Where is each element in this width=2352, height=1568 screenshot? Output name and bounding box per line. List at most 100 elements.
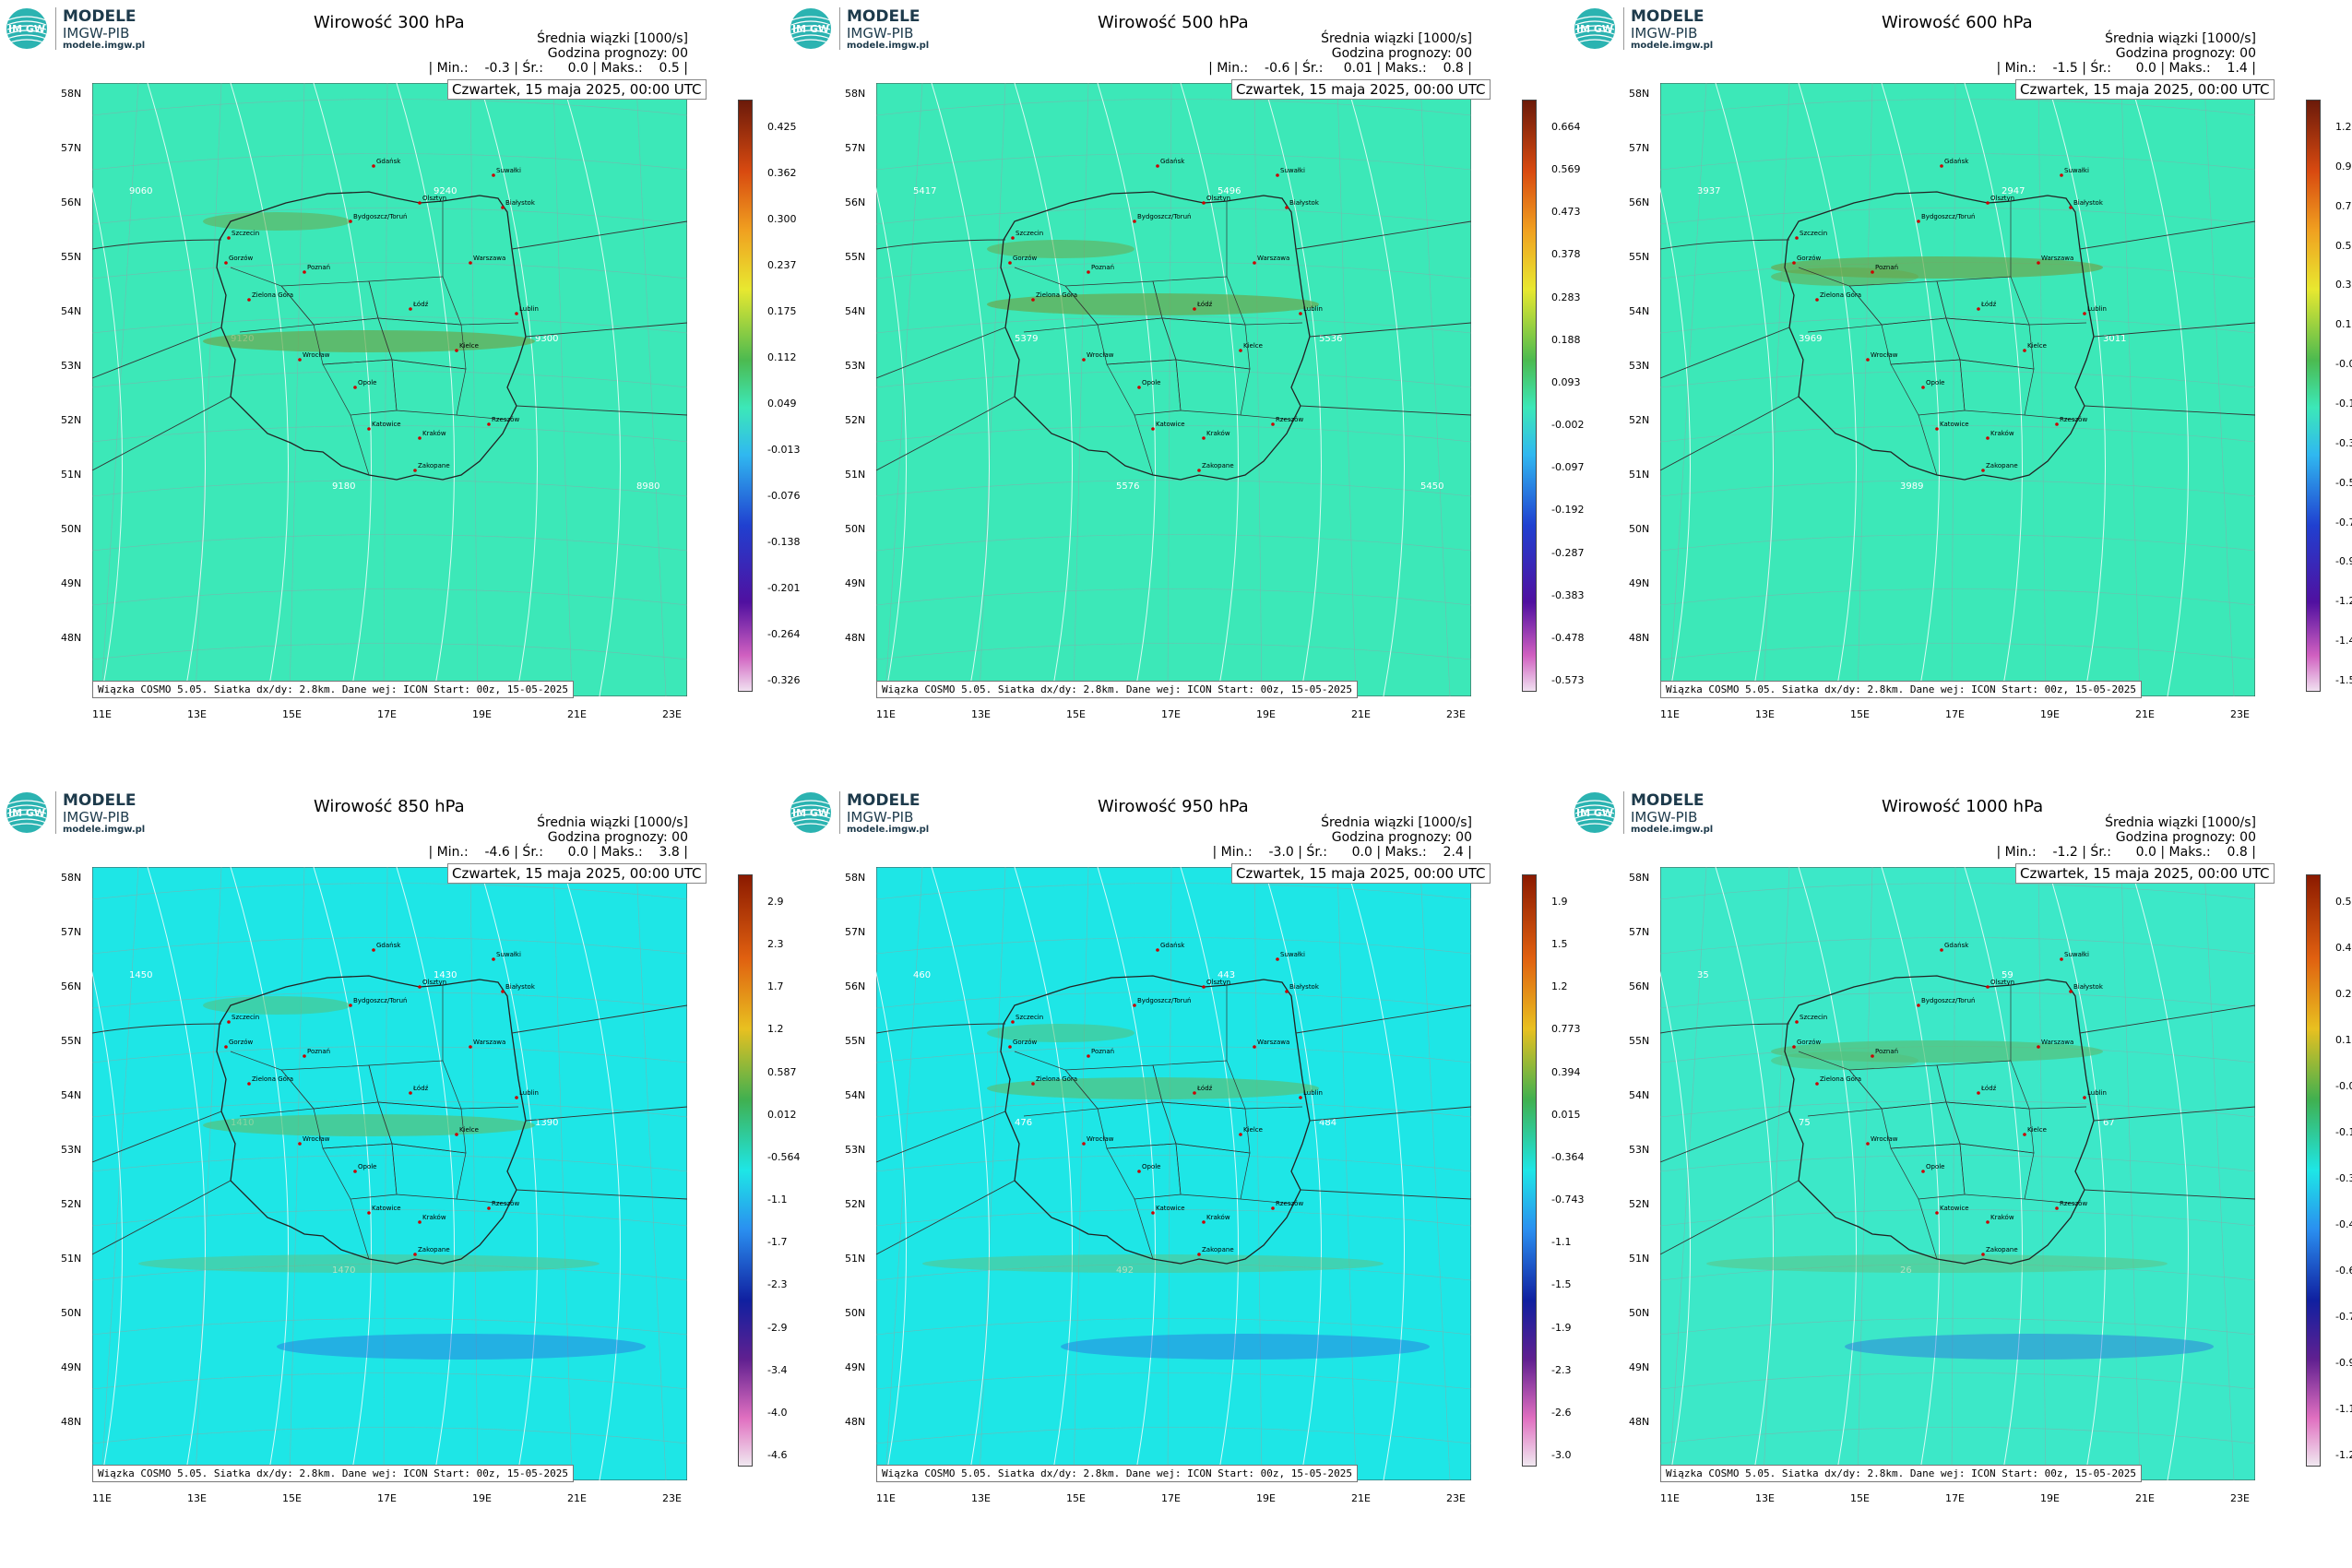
colorbar: [738, 874, 753, 1467]
lon-label: 13E: [971, 708, 991, 720]
info-block: Średnia wiązki [1000/s] Godzina prognozy:…: [537, 815, 688, 845]
lon-label: 21E: [2135, 1492, 2155, 1504]
graticule-lat: [91, 1318, 688, 1336]
graticule-lat: [875, 643, 1472, 660]
colorbar-tick-label: 0.594: [2335, 896, 2352, 908]
city-label: Bydgoszcz/Toruń: [1137, 997, 1191, 1004]
city-label: Szczecin: [232, 230, 259, 237]
lat-label: 55N: [1629, 1035, 1650, 1047]
imgw-logo-text: IM GW: [792, 23, 829, 35]
map-canvas: 3937 3969 3989 2947 3011 Gdańsk Olsztyn Szczeci…: [1632, 82, 2256, 697]
colorbar-tick-label: 0.382: [2335, 279, 2352, 291]
map-canvas: 460476492443484GdańskOlsztynSzczecinBydg…: [848, 866, 1472, 1481]
imgw-logo-mark: IM GW: [6, 792, 47, 833]
graticule-lat: [91, 1209, 688, 1227]
city-dot: [227, 236, 231, 240]
city-label: Kraków: [1206, 430, 1230, 437]
city-label: Lublin: [1303, 305, 1323, 313]
colorbar-tick-label: 0.378: [1551, 248, 1581, 261]
colorbar-tick-label: -1.4: [2335, 635, 2352, 647]
graticule-lat: [1659, 883, 2256, 900]
graticule-lon: [469, 866, 479, 1481]
contour-label: 5536: [1319, 334, 1342, 344]
lat-label: 48N: [845, 1416, 866, 1428]
country-border: [91, 220, 688, 471]
colorbar-tick-label: -0.608: [2335, 1265, 2352, 1277]
graticule-lat: [875, 208, 1472, 225]
lat-label: 53N: [1629, 360, 1650, 372]
city-label: Rzeszów: [492, 1200, 519, 1207]
city-label: Kielce: [2027, 342, 2047, 350]
graticule-lat: [1659, 1427, 2256, 1444]
imgw-logo-mark: IM GW: [1574, 792, 1615, 833]
lat-label: 52N: [61, 1198, 82, 1210]
graticule-lat: [91, 480, 688, 497]
city-label: Łódź: [1980, 1085, 1997, 1092]
logo-url: modele.imgw.pl: [63, 825, 146, 835]
city-dot: [1253, 1045, 1256, 1049]
lat-label: 50N: [1629, 523, 1650, 535]
city-label: Gdańsk: [1160, 942, 1185, 949]
city-label: Olsztyn: [422, 979, 446, 986]
stats-line: | Min.: -1.2 | Śr.: 0.0 | Maks.: 0.8 |: [1996, 845, 2256, 860]
info-line2: Godzina prognozy: 00: [1331, 830, 1472, 845]
city-label: Gorzów: [1013, 1039, 1038, 1046]
lon-label: 15E: [1066, 1492, 1086, 1504]
map-panel-2: IM GW MODELE IMGW-PIB modele.imgw.pl Wirowoś…: [784, 0, 1584, 784]
colorbar-tick-label: -0.775: [2335, 516, 2352, 529]
city-label: Zielona Góra: [252, 291, 293, 299]
graticule-lat: [875, 371, 1472, 388]
colorbar-tick-label: 0.961: [2335, 160, 2352, 172]
colorbar-tick-label: 0.283: [1551, 291, 1581, 303]
graticule-lon: [636, 866, 667, 1481]
model-footer: Wiązka COSMO 5.05. Siatka dx/dy: 2.8km. …: [92, 1465, 574, 1482]
colorbar-tick-label: 0.773: [1551, 1023, 1581, 1036]
graticule-lat: [875, 1372, 1472, 1390]
city-dot: [1137, 1170, 1141, 1173]
graticule-lon: [1763, 866, 1790, 1481]
city-label: Gorzów: [1797, 1039, 1822, 1046]
lat-label: 51N: [1629, 1253, 1650, 1265]
lon-label: 13E: [187, 1492, 207, 1504]
colorbar-tick-label: 0.294: [2335, 988, 2352, 1000]
graticule-lat: [1659, 153, 2256, 171]
lon-label: 23E: [2230, 708, 2250, 720]
isoline: [230, 82, 289, 697]
graticule-lat: [875, 1155, 1472, 1172]
city-dot: [1917, 1004, 1920, 1007]
city-label: Warszawa: [473, 255, 505, 262]
graticule-lon: [383, 866, 388, 1481]
lat-label: 58N: [845, 872, 866, 884]
graticule-lat: [875, 153, 1472, 171]
colorbar-tick-label: -0.564: [767, 1150, 801, 1163]
city-dot: [1008, 261, 1012, 265]
city-label: Olsztyn: [1990, 979, 2014, 986]
contour-label: 460: [913, 970, 931, 980]
lat-label: 51N: [61, 469, 82, 481]
city-label: Rzeszów: [1276, 416, 1303, 423]
lat-label: 55N: [61, 1035, 82, 1047]
colorbar-tick-label: 0.587: [767, 1065, 797, 1078]
city-dot: [224, 261, 228, 265]
colorbar-tick-label: -4.0: [767, 1406, 788, 1419]
panel-title: Wirowość 300 hPa: [314, 13, 465, 32]
colorbar-tick-label: -0.478: [1551, 631, 1585, 644]
lon-label: 11E: [876, 708, 896, 720]
city-dot: [227, 1020, 231, 1024]
isoline: [1180, 866, 1239, 1481]
lat-label: 50N: [61, 1307, 82, 1319]
city-label: Suwałki: [496, 167, 521, 174]
city-label: Zielona Góra: [1036, 1075, 1077, 1083]
city-label: Opole: [1142, 1163, 1161, 1170]
city-dot: [2055, 1206, 2059, 1210]
city-label: Katowice: [1940, 1205, 1969, 1212]
city-label: Opole: [358, 379, 377, 386]
city-label: Warszawa: [2041, 255, 2073, 262]
country-border: [875, 220, 1472, 471]
isoline: [1263, 866, 1322, 1481]
city-dot: [1193, 307, 1196, 311]
city-dot: [1871, 270, 1874, 274]
date-label: Czwartek, 15 maja 2025, 00:00 UTC: [1231, 863, 1491, 884]
graticule-lat: [1659, 1318, 2256, 1336]
graticule-lon: [552, 866, 573, 1481]
